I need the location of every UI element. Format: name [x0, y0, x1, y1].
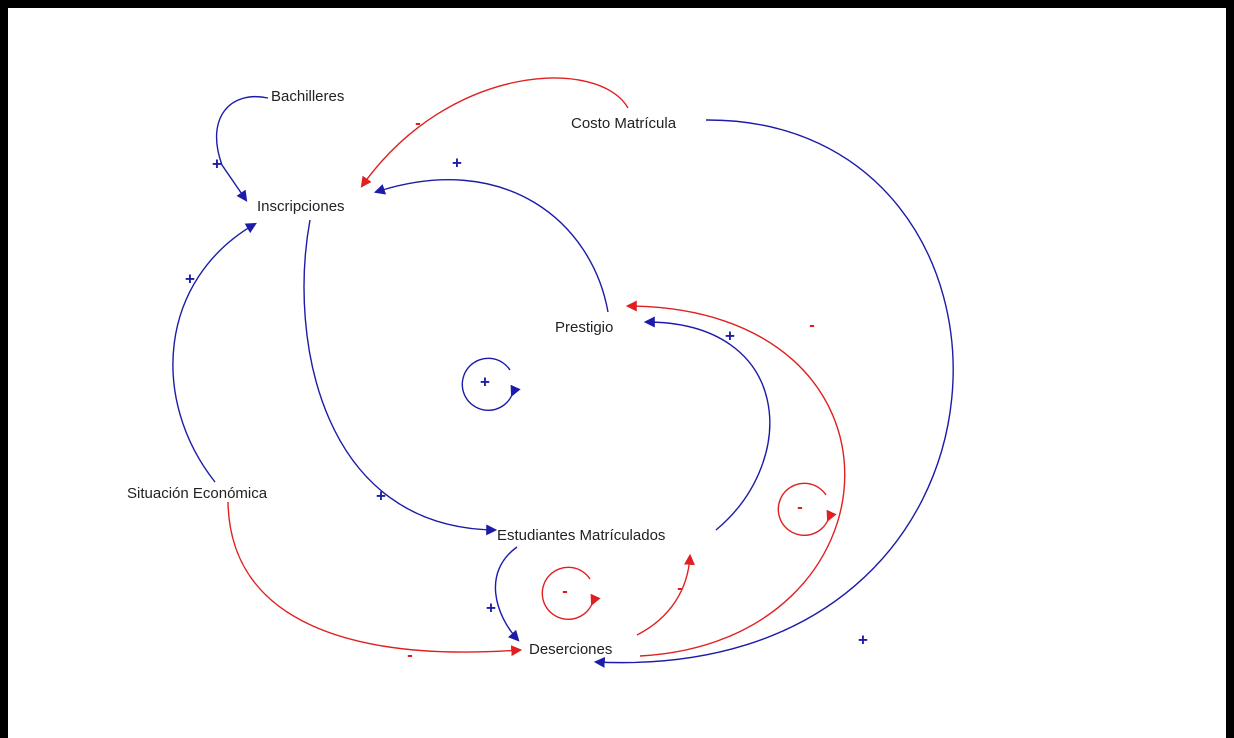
- loop-arrow: [541, 566, 601, 621]
- link-arrow: [227, 501, 523, 657]
- link-arrow: [215, 96, 269, 202]
- link-polarity: -: [677, 578, 683, 597]
- link-polarity: +: [486, 598, 496, 617]
- link-arrow: [593, 119, 954, 668]
- link-arrow: [373, 179, 609, 313]
- node-label: Inscripciones: [257, 198, 345, 215]
- link-polarity: +: [452, 153, 462, 172]
- link-arrow: [172, 222, 257, 483]
- link-arrow: [360, 77, 629, 188]
- node-label: Deserciones: [529, 641, 612, 658]
- node-label: Situación Económica: [127, 485, 268, 502]
- node-label: Costo Matrícula: [571, 115, 677, 132]
- link-arrow: [303, 219, 498, 536]
- loop-sign: -: [562, 581, 568, 600]
- link-polarity: +: [212, 154, 222, 173]
- link-arrow: [643, 316, 771, 531]
- loop-sign: -: [797, 497, 803, 516]
- link-polarity: -: [809, 315, 815, 334]
- canvas: [8, 8, 1226, 738]
- loop-arrow: [461, 357, 521, 412]
- link-arrow: [494, 546, 520, 642]
- link-polarity: +: [725, 326, 735, 345]
- link-arrow: [636, 553, 695, 636]
- link-polarity: +: [858, 630, 868, 649]
- link-polarity: +: [376, 486, 386, 505]
- node-label: Bachilleres: [271, 88, 344, 105]
- node-label: Prestigio: [555, 319, 613, 336]
- loop-arrow: [777, 482, 837, 537]
- link-polarity: -: [415, 113, 421, 132]
- link-polarity: +: [185, 269, 195, 288]
- loop-sign: +: [480, 372, 490, 391]
- node-label: Estudiantes Matrículados: [497, 527, 665, 544]
- link-arrow: [625, 300, 846, 657]
- link-polarity: -: [407, 645, 413, 664]
